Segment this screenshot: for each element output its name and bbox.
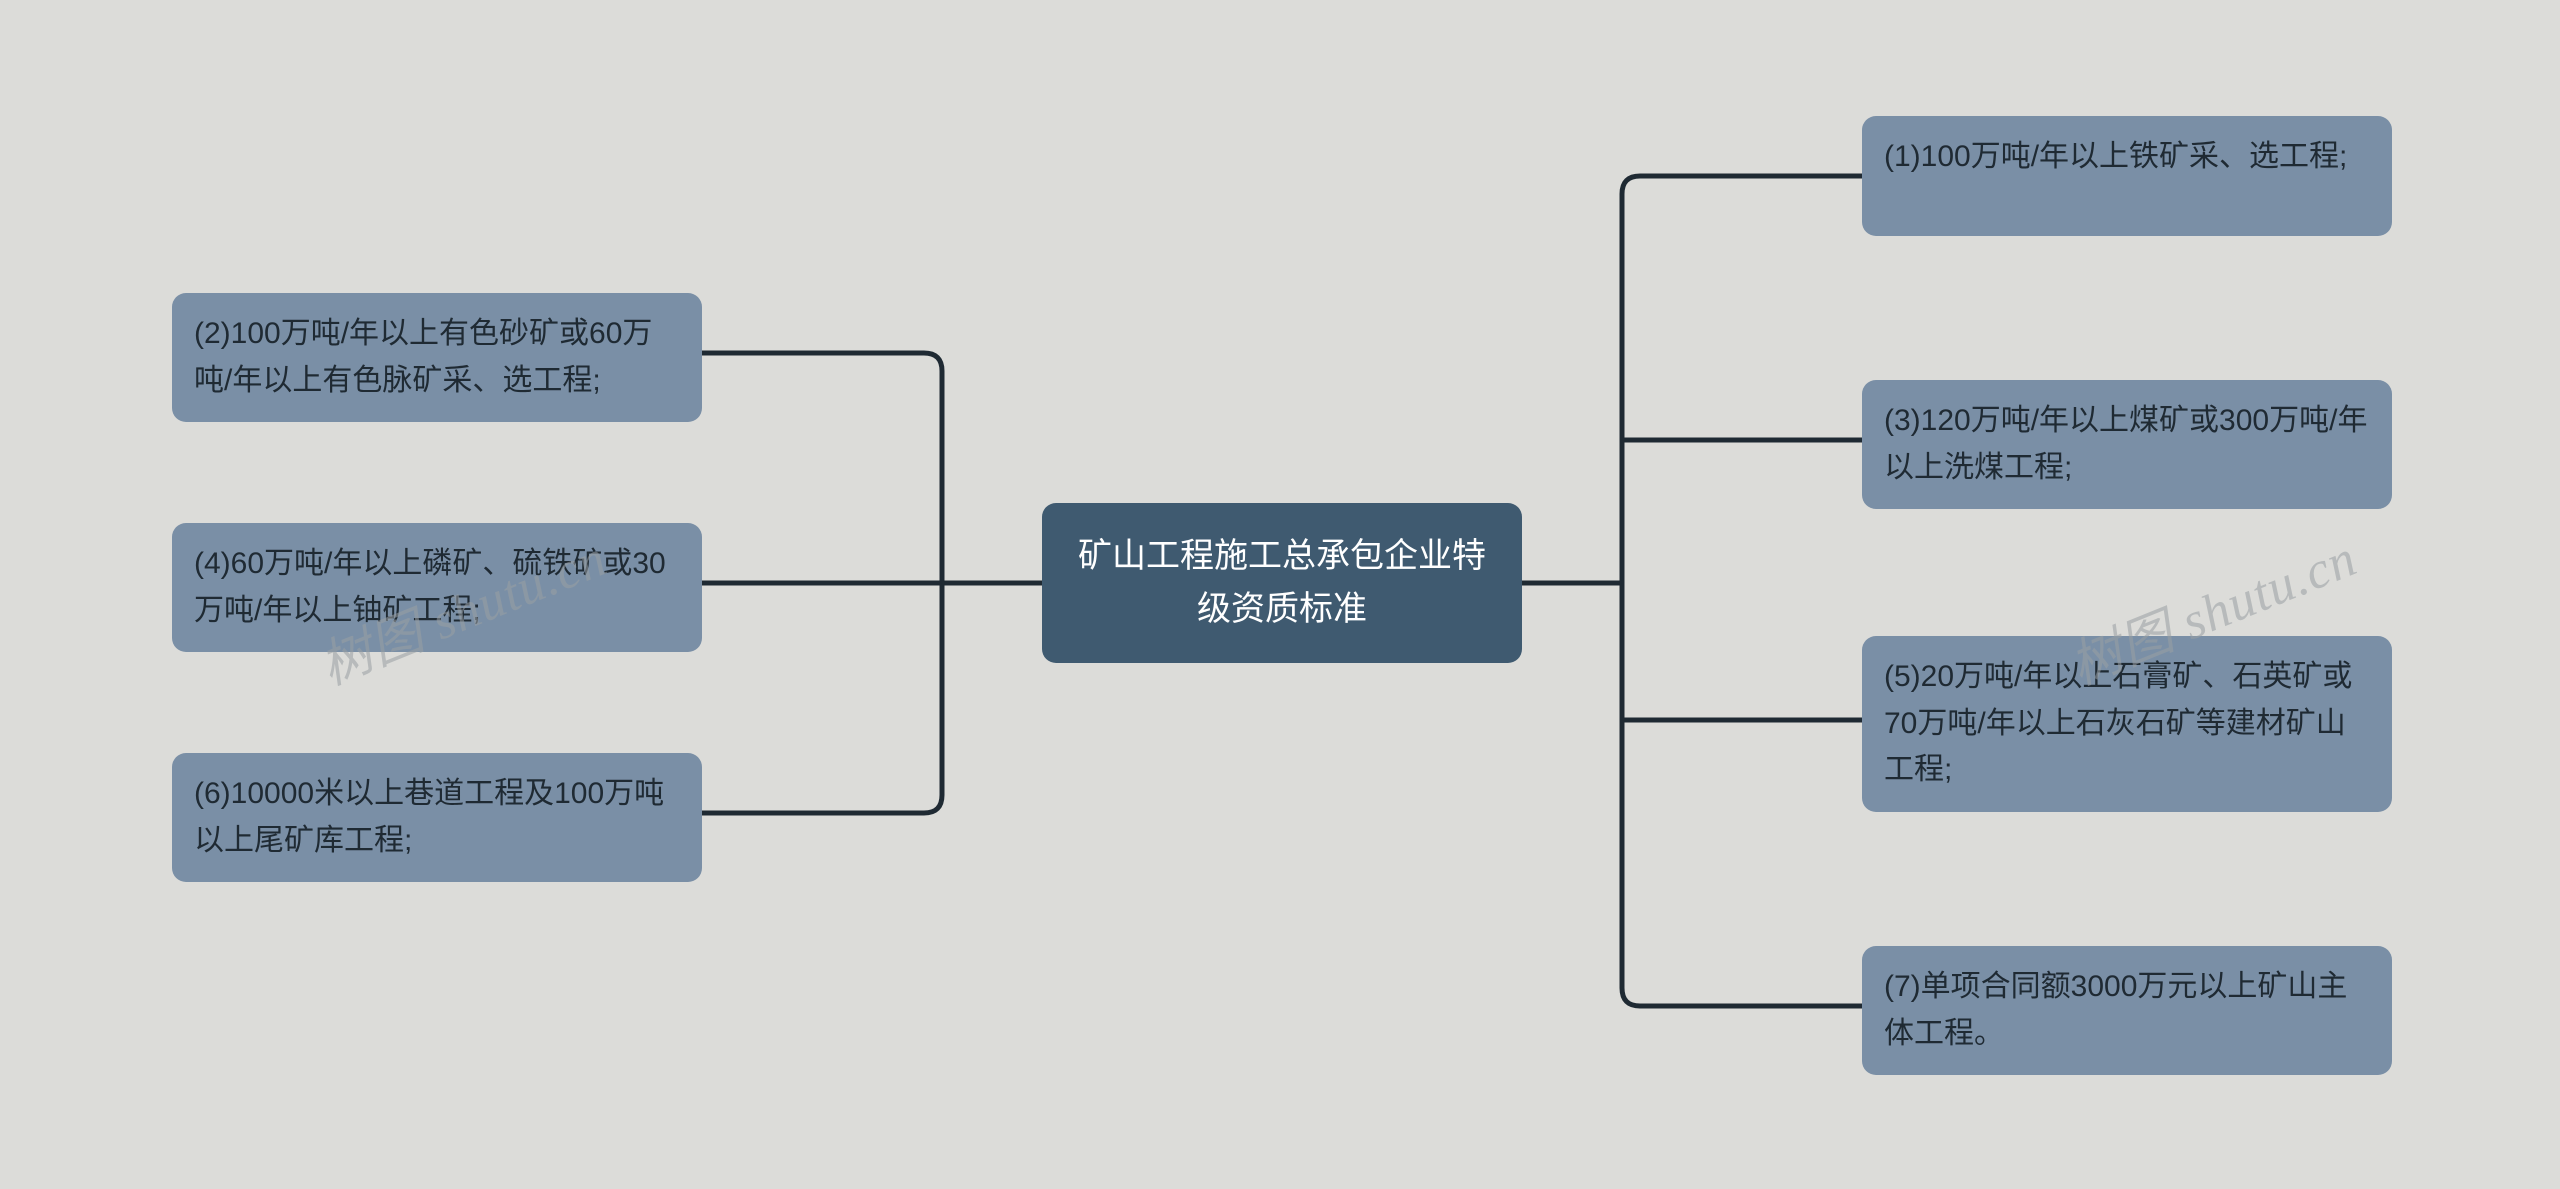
left-node-1: (4)60万吨/年以上磷矿、硫铁矿或30万吨/年以上铀矿工程; — [172, 523, 702, 652]
left-node-2: (6)10000米以上巷道工程及100万吨以上尾矿库工程; — [172, 753, 702, 882]
right-node-2-text: (5)20万吨/年以上石膏矿、石英矿或70万吨/年以上石灰石矿等建材矿山工程; — [1884, 660, 2352, 786]
right-node-0-text: (1)100万吨/年以上铁矿采、选工程; — [1884, 140, 2347, 173]
right-node-3: (7)单项合同额3000万元以上矿山主体工程。 — [1862, 946, 2392, 1075]
center-node-text: 矿山工程施工总承包企业特级资质标准 — [1064, 530, 1500, 635]
left-node-0-text: (2)100万吨/年以上有色砂矿或60万吨/年以上有色脉矿采、选工程; — [194, 317, 652, 397]
left-node-0: (2)100万吨/年以上有色砂矿或60万吨/年以上有色脉矿采、选工程; — [172, 293, 702, 422]
right-node-3-text: (7)单项合同额3000万元以上矿山主体工程。 — [1884, 970, 2347, 1050]
right-node-2: (5)20万吨/年以上石膏矿、石英矿或70万吨/年以上石灰石矿等建材矿山工程; — [1862, 636, 2392, 812]
center-node: 矿山工程施工总承包企业特级资质标准 — [1042, 503, 1522, 663]
left-node-2-text: (6)10000米以上巷道工程及100万吨以上尾矿库工程; — [194, 777, 664, 857]
right-node-1-text: (3)120万吨/年以上煤矿或300万吨/年以上洗煤工程; — [1884, 404, 2367, 484]
right-node-0: (1)100万吨/年以上铁矿采、选工程; — [1862, 116, 2392, 236]
right-node-1: (3)120万吨/年以上煤矿或300万吨/年以上洗煤工程; — [1862, 380, 2392, 509]
left-node-1-text: (4)60万吨/年以上磷矿、硫铁矿或30万吨/年以上铀矿工程; — [194, 547, 666, 627]
